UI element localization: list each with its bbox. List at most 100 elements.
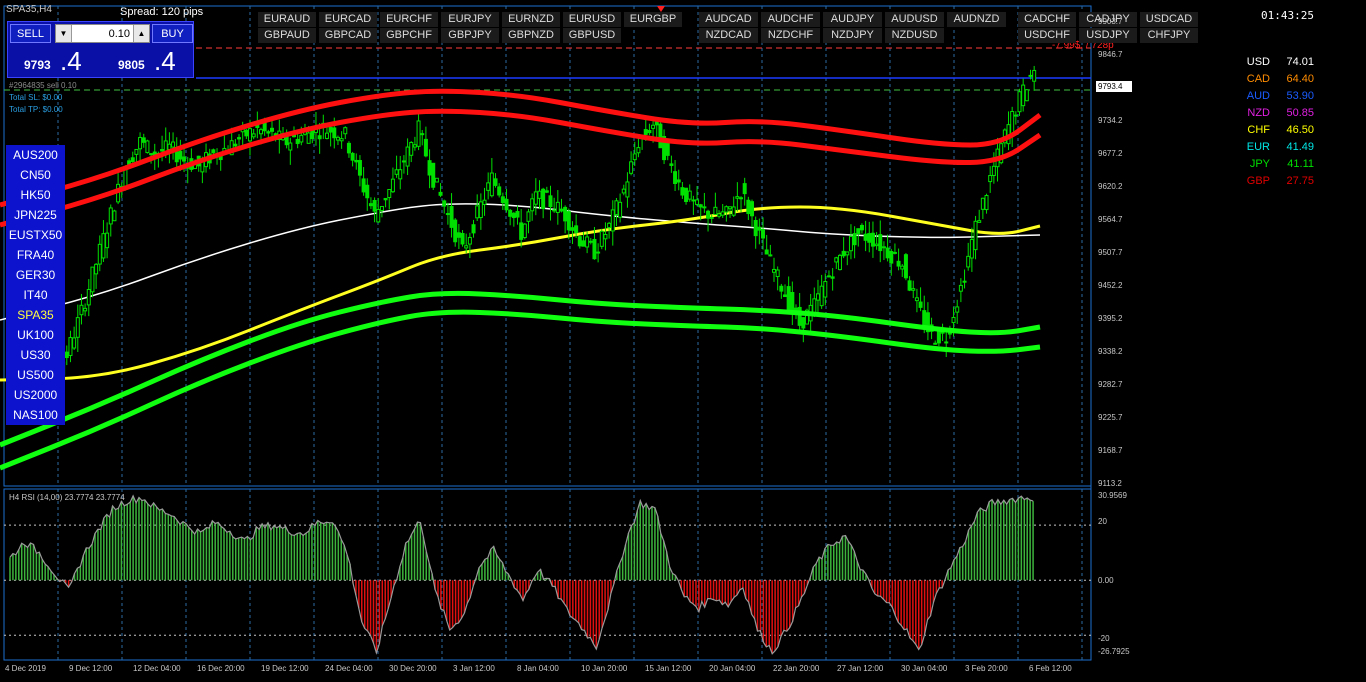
bull-candle bbox=[632, 153, 637, 161]
index-button-us30[interactable]: US30 bbox=[6, 345, 65, 365]
rsi-axis-tick: 20 bbox=[1098, 517, 1107, 526]
bull-candle bbox=[83, 307, 88, 312]
lot-decrease-icon[interactable]: ▼ bbox=[56, 25, 72, 42]
price-axis-tick: 9395.2 bbox=[1098, 314, 1123, 323]
pair-button-audnzd[interactable]: AUDNZD bbox=[947, 12, 1006, 27]
bear-candle bbox=[295, 138, 300, 145]
pair-button-audchf[interactable]: AUDCHF bbox=[761, 12, 820, 27]
bear-candle bbox=[174, 151, 179, 163]
index-button-spa35[interactable]: SPA35 bbox=[6, 305, 65, 325]
pair-button-gbpchf[interactable]: GBPCHF bbox=[380, 28, 438, 43]
ask-price[interactable]: 9805 .4 bbox=[104, 46, 192, 77]
bear-candle bbox=[442, 200, 447, 207]
bear-candle bbox=[782, 294, 787, 298]
bear-candle bbox=[361, 178, 366, 193]
bull-candle bbox=[248, 128, 253, 142]
bear-candle bbox=[786, 286, 791, 310]
index-button-cn50[interactable]: CN50 bbox=[6, 165, 65, 185]
currency-strength-cad: CAD 64.40 bbox=[1224, 73, 1314, 90]
price-axis-tick: 9338.2 bbox=[1098, 347, 1123, 356]
pair-button-eurgbp[interactable]: EURGBP bbox=[624, 12, 682, 27]
bull-candle bbox=[94, 263, 99, 275]
bear-candle bbox=[130, 157, 135, 163]
bull-candle bbox=[772, 268, 777, 273]
bear-candle bbox=[504, 198, 509, 211]
index-button-aus200[interactable]: AUS200 bbox=[6, 145, 65, 165]
time-axis-tick: 30 Jan 04:00 bbox=[901, 664, 948, 673]
bear-candle bbox=[574, 225, 579, 234]
price-axis-tick: 9168.7 bbox=[1098, 446, 1123, 455]
bull-candle bbox=[335, 136, 340, 141]
bull-candle bbox=[966, 255, 971, 268]
bear-candle bbox=[563, 206, 568, 222]
pair-button-nzdchf[interactable]: NZDCHF bbox=[761, 28, 820, 43]
bear-candle bbox=[237, 137, 242, 140]
price-axis-tick: 9452.2 bbox=[1098, 281, 1123, 290]
bull-candle bbox=[306, 132, 311, 144]
index-button-hk50[interactable]: HK50 bbox=[6, 185, 65, 205]
bear-candle bbox=[515, 211, 520, 218]
bull-candle bbox=[962, 280, 967, 283]
lot-increase-icon[interactable]: ▲ bbox=[133, 25, 149, 42]
currency-value: 50.85 bbox=[1286, 107, 1314, 119]
pair-button-eurusd[interactable]: EURUSD bbox=[563, 12, 621, 27]
bull-candle bbox=[848, 235, 853, 252]
index-button-ger30[interactable]: GER30 bbox=[6, 265, 65, 285]
bull-candle bbox=[911, 288, 916, 291]
pair-button-gbpjpy[interactable]: GBPJPY bbox=[441, 28, 499, 43]
pair-button-eurchf[interactable]: EURCHF bbox=[380, 12, 438, 27]
pair-button-usdchf[interactable]: USDCHF bbox=[1018, 28, 1076, 43]
pair-button-eurcad[interactable]: EURCAD bbox=[319, 12, 377, 27]
bear-candle bbox=[790, 292, 795, 312]
bear-candle bbox=[669, 163, 674, 166]
sell-button[interactable]: SELL bbox=[10, 24, 51, 43]
index-button-it40[interactable]: IT40 bbox=[6, 285, 65, 305]
bull-candle bbox=[409, 141, 414, 156]
pair-button-euraud[interactable]: EURAUD bbox=[258, 12, 316, 27]
index-button-fra40[interactable]: FRA40 bbox=[6, 245, 65, 265]
pair-button-nzdjpy[interactable]: NZDJPY bbox=[823, 28, 882, 43]
pair-button-gbpaud[interactable]: GBPAUD bbox=[258, 28, 316, 43]
pair-button-gbpcad[interactable]: GBPCAD bbox=[319, 28, 377, 43]
bear-candle bbox=[317, 135, 322, 140]
bull-candle bbox=[478, 201, 483, 219]
pair-button-audcad[interactable]: AUDCAD bbox=[699, 12, 758, 27]
pair-button-eurnzd[interactable]: EURNZD bbox=[502, 12, 560, 27]
time-axis-tick: 8 Jan 04:00 bbox=[517, 664, 559, 673]
pair-button-nzdcad[interactable]: NZDCAD bbox=[699, 28, 758, 43]
bull-candle bbox=[977, 220, 982, 223]
bear-candle bbox=[141, 137, 146, 143]
pair-button-chfjpy[interactable]: CHFJPY bbox=[1140, 28, 1198, 43]
pair-button-nzdusd[interactable]: NZDUSD bbox=[885, 28, 944, 43]
bear-candle bbox=[357, 160, 362, 176]
lot-size-stepper[interactable]: ▼ ▲ bbox=[55, 24, 150, 43]
index-button-us500[interactable]: US500 bbox=[6, 365, 65, 385]
bear-candle bbox=[918, 301, 923, 308]
lot-size-input[interactable] bbox=[74, 26, 130, 41]
pair-button-audusd[interactable]: AUDUSD bbox=[885, 12, 944, 27]
pair-button-cadchf[interactable]: CADCHF bbox=[1018, 12, 1076, 27]
pair-button-gbpnzd[interactable]: GBPNZD bbox=[502, 28, 560, 43]
pair-button-usdcad[interactable]: USDCAD bbox=[1140, 12, 1198, 27]
ask-price-main: 9805 bbox=[118, 58, 145, 72]
bull-candle bbox=[823, 281, 828, 298]
index-button-jpn225[interactable]: JPN225 bbox=[6, 205, 65, 225]
bid-price[interactable]: 9793 .4 bbox=[10, 46, 98, 77]
buy-button[interactable]: BUY bbox=[152, 24, 193, 43]
pair-button-eurjpy[interactable]: EURJPY bbox=[441, 12, 499, 27]
pair-button-usdjpy[interactable]: USDJPY bbox=[1079, 28, 1137, 43]
index-button-uk100[interactable]: UK100 bbox=[6, 325, 65, 345]
bear-candle bbox=[350, 152, 355, 161]
index-button-nas100[interactable]: NAS100 bbox=[6, 405, 65, 425]
bear-candle bbox=[870, 232, 875, 247]
index-button-eustx50[interactable]: EUSTX50 bbox=[6, 225, 65, 245]
bear-candle bbox=[262, 122, 267, 132]
index-button-us2000[interactable]: US2000 bbox=[6, 385, 65, 405]
pair-button-gbpusd[interactable]: GBPUSD bbox=[563, 28, 621, 43]
pair-button-audjpy[interactable]: AUDJPY bbox=[823, 12, 882, 27]
currency-strength-usd: USD 74.01 bbox=[1224, 56, 1314, 73]
pair-button-cadjpy[interactable]: CADJPY bbox=[1079, 12, 1137, 27]
bear-candle bbox=[178, 150, 183, 160]
